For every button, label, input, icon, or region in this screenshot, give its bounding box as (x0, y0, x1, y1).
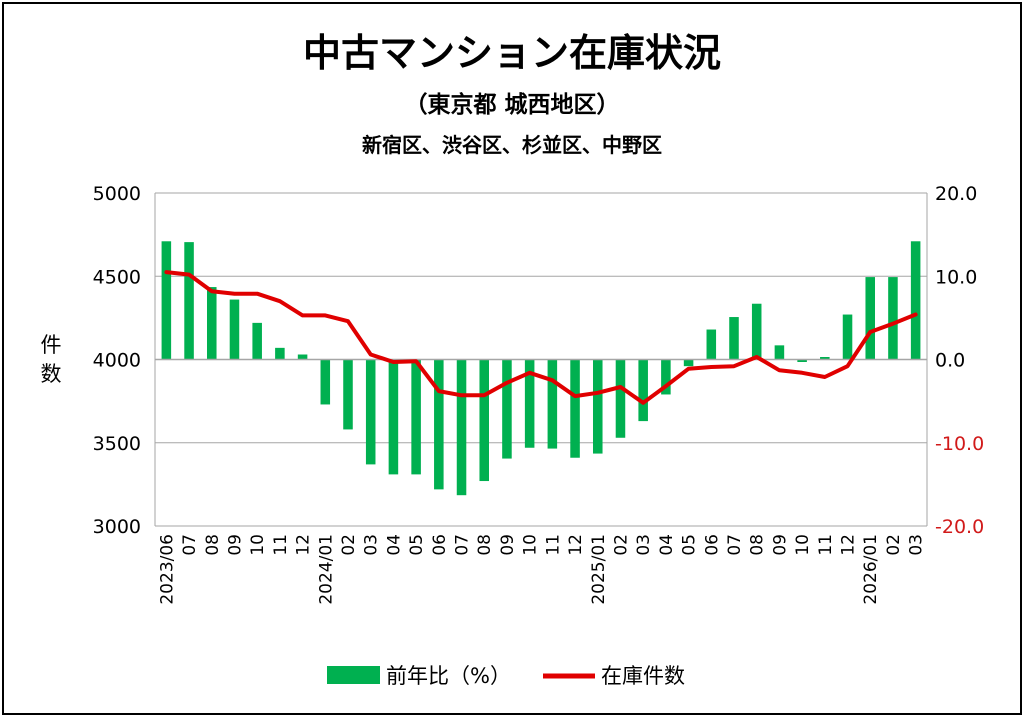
bar-yoy-05 (683, 359, 694, 367)
x-tick-label: 09 (770, 534, 790, 556)
bar-yoy-08 (206, 287, 217, 360)
y-axis-label-char-2: 数 (41, 362, 62, 386)
bar-yoy-12 (297, 354, 308, 360)
x-tick-label: 10 (793, 534, 813, 556)
x-tick-label: 10 (248, 534, 268, 556)
legend-line-label: 在庫件数 (601, 664, 685, 688)
x-tick-label: 04 (657, 534, 677, 556)
x-tick-label: 10 (521, 534, 541, 556)
x-tick-label: 03 (362, 534, 382, 556)
bar-yoy-02 (615, 359, 626, 438)
bar-yoy-08 (751, 303, 762, 360)
y-left-tick-label: 4500 (93, 266, 141, 288)
bar-yoy-09 (502, 359, 512, 459)
x-tick-label: 2025/01 (589, 534, 609, 605)
x-tick-label: 11 (271, 534, 291, 556)
x-tick-label: 12 (566, 534, 586, 556)
bar-yoy-07 (729, 317, 739, 360)
bar-yoy-10 (524, 359, 535, 448)
bar-yoy-2025-01 (592, 359, 603, 454)
x-tick-label: 08 (475, 534, 495, 556)
x-tick-label: 09 (225, 534, 245, 556)
chart-subtitle-region: （東京都 城西地区） (404, 91, 619, 118)
bar-yoy-2024-01 (320, 359, 331, 405)
bar-yoy-11 (275, 347, 285, 360)
bar-yoy-04 (661, 359, 671, 395)
x-tick-label: 02 (884, 534, 904, 556)
y-left-tick-label: 3000 (93, 516, 141, 538)
x-tick-label: 12 (294, 534, 314, 556)
x-tick-label: 2023/06 (157, 534, 177, 605)
y-right-tick-label: 0.0 (935, 350, 965, 372)
x-tick-label: 05 (407, 534, 427, 556)
y-right-tick-label: -10.0 (935, 433, 984, 455)
x-tick-label: 04 (384, 534, 404, 556)
bar-yoy-09 (774, 345, 785, 360)
chart-subtitle-wards: 新宿区、渋谷区、杉並区、中野区 (362, 133, 662, 157)
bar-yoy-06 (434, 359, 444, 490)
y-left-tick-label: 3500 (93, 433, 141, 455)
bar-yoy-03 (365, 359, 376, 465)
y-right-tick-label: 20.0 (935, 183, 977, 205)
bar-yoy-03 (910, 241, 921, 360)
bar-yoy-09 (229, 299, 240, 360)
bar-yoy-02 (888, 277, 898, 360)
legend: 前年比（%） 在庫件数 (327, 664, 685, 688)
x-tick-label: 06 (702, 534, 722, 556)
bar-yoy-07 (456, 359, 467, 496)
x-tick-label: 08 (203, 534, 223, 556)
x-tick-label: 11 (816, 534, 836, 556)
x-tick-label: 2026/01 (861, 534, 881, 605)
bar-yoy-11 (547, 359, 558, 449)
y-right-tick-label: -20.0 (935, 516, 984, 538)
x-tick-label: 07 (180, 534, 200, 556)
bar-yoy-02 (343, 359, 353, 430)
bar-yoy-08 (479, 359, 490, 482)
bar-yoy-2023-06 (161, 241, 172, 360)
bar-yoy-04 (388, 359, 399, 475)
bar-yoy-11 (820, 357, 830, 360)
bar-yoy-07 (184, 242, 194, 360)
x-tick-label: 08 (748, 534, 768, 556)
line-inventory-count (164, 270, 918, 405)
x-tick-label: 02 (339, 534, 359, 556)
bar-yoy-05 (411, 359, 421, 475)
x-tick-label: 09 (498, 534, 518, 556)
legend-bar-swatch (327, 666, 380, 684)
x-tick-label: 12 (839, 534, 859, 556)
bar-yoy-12 (842, 314, 853, 360)
bar-yoy-10 (252, 322, 262, 360)
bar-yoy-12 (570, 359, 580, 458)
y-right-tick-label: 10.0 (935, 266, 977, 288)
x-tick-label: 03 (907, 534, 927, 556)
chart-title: 中古マンション在庫状況 (303, 31, 721, 75)
x-tick-label: 07 (725, 534, 745, 556)
bar-yoy-10 (797, 359, 807, 362)
y-axis-label-char-1: 件 (41, 333, 62, 357)
x-tick-label: 07 (453, 534, 473, 556)
bar-yoy-03 (638, 359, 648, 422)
x-tick-label: 05 (680, 534, 700, 556)
x-tick-label: 11 (543, 534, 563, 556)
plot-area: 3000 3500 4000 4500 5000 -20.0 -10.0 0.0 10.0 20.… (93, 183, 985, 605)
x-tick-label: 03 (634, 534, 654, 556)
bar-yoy-06 (706, 329, 717, 360)
y-left-tick-label: 4000 (93, 350, 141, 372)
x-tick-label: 2024/01 (316, 534, 336, 605)
legend-bar-label: 前年比（%） (386, 664, 511, 688)
y-left-tick-label: 5000 (93, 183, 141, 205)
bar-yoy-2026-01 (865, 277, 876, 360)
x-tick-label: 02 (611, 534, 631, 556)
x-tick-label: 06 (430, 534, 450, 556)
